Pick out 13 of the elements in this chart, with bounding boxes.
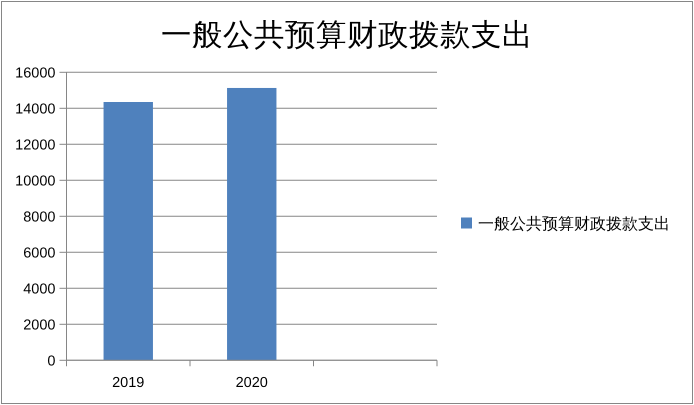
y-tick-label: 0 (47, 353, 56, 370)
y-tick-label: 16000 (15, 65, 56, 82)
chart-title: 一般公共预算财政拨款支出 (161, 18, 533, 53)
y-tick-label: 2000 (23, 317, 56, 334)
x-tick-label: 2020 (236, 375, 268, 391)
legend: 一般公共预算财政拨款支出 (461, 216, 670, 233)
y-tick-label: 8000 (23, 209, 56, 226)
y-tick-label: 10000 (15, 173, 56, 190)
y-tick-label: 6000 (23, 245, 56, 262)
x-tick-label: 2019 (112, 375, 144, 391)
y-tick-label: 12000 (15, 137, 56, 154)
y-tick-label: 14000 (15, 101, 56, 118)
y-tick-label: 4000 (23, 281, 56, 298)
